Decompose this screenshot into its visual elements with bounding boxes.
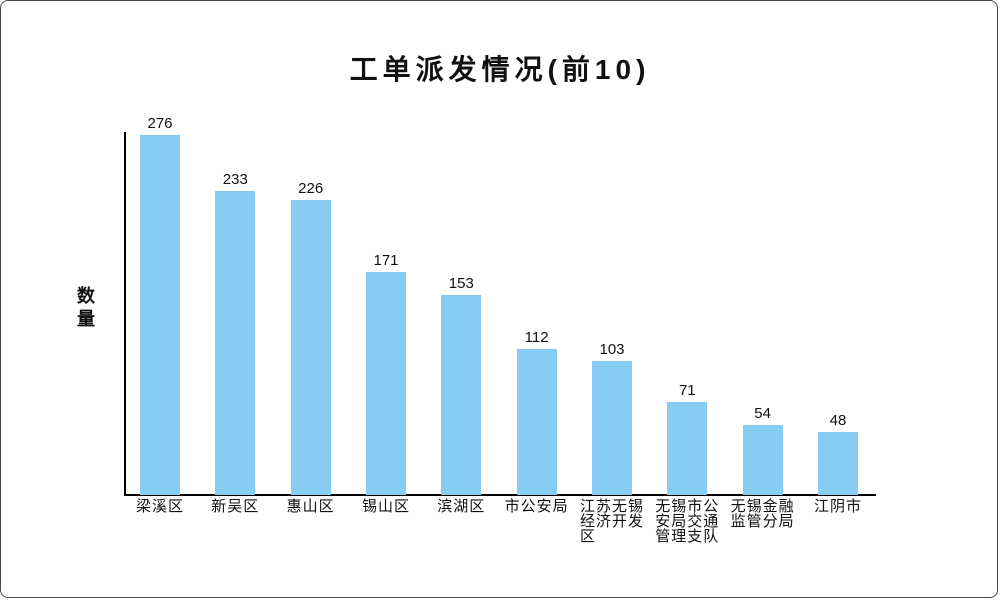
x-tick-label: 无锡市公 安局交通 管理支队 [655,498,720,545]
bar-value-label: 54 [754,405,771,422]
chart-title: 工单派发情况(前10) [349,54,651,85]
x-tick-label: 市公安局 [504,498,569,515]
bar-value-label: 226 [298,180,324,197]
bar [516,349,557,495]
x-axis-line [124,494,876,496]
bar-value-label: 48 [829,412,847,429]
x-tick-label: 滨湖区 [437,498,486,515]
x-tick-label: 江苏无锡 经济开发 区 [579,498,645,545]
bar [818,432,858,495]
x-tick-label: 无锡金融 监管分局 [730,498,795,530]
x-tick-label: 锡山区 [361,498,411,515]
bar-value-label: 112 [524,329,549,346]
y-axis-label: 数量 [75,286,95,332]
bar-value-label: 233 [222,171,248,188]
bar [592,361,632,495]
bar [215,191,256,495]
bar [667,402,708,495]
bar-value-label: 171 [373,252,399,269]
bar [366,272,406,495]
bar [140,135,180,495]
bar [742,425,783,495]
y-axis-line [124,132,126,496]
x-tick-label: 江阴市 [813,498,863,515]
x-tick-label: 梁溪区 [135,498,185,515]
bar-value-label: 103 [599,341,625,358]
bar-value-label: 276 [147,115,173,132]
x-tick-label: 惠山区 [286,498,335,515]
x-tick-label: 新吴区 [211,498,260,515]
bar [441,295,482,495]
bar-value-label: 153 [448,275,474,292]
bar-value-label: 71 [678,382,696,399]
bar [290,200,331,495]
